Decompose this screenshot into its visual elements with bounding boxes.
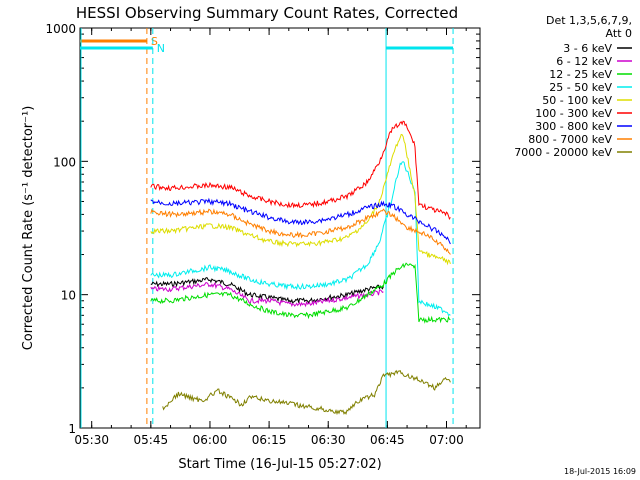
x-tick-label: 05:45: [134, 433, 169, 447]
chart-title: HESSI Observing Summary Count Rates, Cor…: [76, 4, 458, 22]
series-line: [150, 262, 451, 324]
legend-label: 12 - 25 keV: [549, 68, 612, 81]
legend-header-attenuator: Att 0: [606, 27, 632, 40]
series-line: [150, 277, 384, 304]
legend-label: 6 - 12 keV: [556, 55, 612, 68]
x-tick-label: 07:00: [429, 433, 464, 447]
series-line: [150, 161, 451, 317]
series-line: [150, 133, 451, 266]
y-tick-label: 100: [53, 155, 76, 169]
series-line: [150, 208, 451, 255]
y-axis-label: Corrected Count Rate (s⁻¹ detector⁻¹): [21, 106, 36, 351]
x-tick-label: 06:30: [311, 433, 346, 447]
marker-label: S: [151, 35, 158, 48]
legend-label: 50 - 100 keV: [542, 94, 612, 107]
legend-label: 800 - 7000 keV: [528, 133, 612, 146]
y-tick-label: 1: [68, 422, 76, 436]
series-line: [150, 197, 451, 245]
y-tick-label: 1000: [45, 22, 76, 36]
x-tick-label: 05:30: [74, 433, 109, 447]
x-tick-label: 06:45: [370, 433, 405, 447]
legend-label: 100 - 300 keV: [535, 107, 612, 120]
series-line: [150, 282, 384, 308]
legend-label: 3 - 6 keV: [563, 42, 612, 55]
marker-label: N: [157, 42, 165, 55]
legend-header-detectors: Det 1,3,5,6,7,9,: [546, 14, 632, 27]
series-line: [150, 120, 451, 221]
legend-label: 7000 - 20000 keV: [514, 146, 612, 159]
footer-timestamp: 18-Jul-2015 16:09: [564, 467, 636, 476]
legend-label: 25 - 50 keV: [549, 81, 612, 94]
plot-frame: [79, 27, 481, 429]
legend-label: 300 - 800 keV: [535, 120, 612, 133]
chart-marks: 05:30 05:45 06:00 06:15 06:30 06:45 07:00 1 10 10…: [45, 22, 632, 447]
x-tick-label: 06:00: [193, 433, 228, 447]
x-tick-label: 06:15: [252, 433, 287, 447]
x-axis-label: Start Time (16-Jul-15 05:27:02): [178, 457, 381, 472]
y-tick-label: 10: [61, 289, 76, 303]
series-line: [162, 369, 451, 416]
